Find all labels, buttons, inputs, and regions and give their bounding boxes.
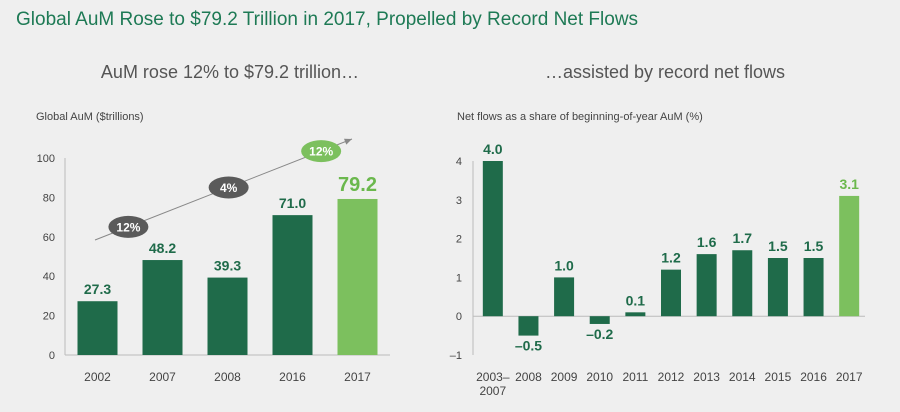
right-x-tick-label: 2008 bbox=[515, 370, 542, 384]
cagr-bubble-label: 12% bbox=[309, 145, 333, 159]
right-bar bbox=[554, 277, 575, 317]
right-bar-value-label: –0.2 bbox=[586, 326, 613, 342]
right-bar bbox=[732, 250, 753, 317]
left-bar-value-label: 79.2 bbox=[338, 174, 377, 196]
right-bar-value-label: 3.1 bbox=[839, 176, 859, 192]
right-chart: –1 0 1 2 3 4 4.0 2003–2007 –0.5 2008 1.0 2009 –0.2 20… bbox=[450, 141, 865, 398]
growth-trend-arrowhead bbox=[344, 138, 352, 145]
right-bar-value-label: 1.2 bbox=[661, 250, 681, 266]
left-y-tick-label: 0 bbox=[49, 350, 55, 362]
right-bar bbox=[661, 269, 681, 317]
cagr-bubble-label: 4% bbox=[220, 181, 238, 195]
cagr-bubble bbox=[301, 140, 342, 163]
right-bar bbox=[839, 195, 860, 317]
cagr-bubble bbox=[108, 215, 149, 238]
right-bar-value-label: 1.5 bbox=[804, 238, 824, 254]
left-bar bbox=[337, 198, 378, 355]
left-y-tick-label: 60 bbox=[43, 232, 55, 244]
left-x-tick-label: 2017 bbox=[344, 370, 371, 384]
right-x-tick-label: 2014 bbox=[729, 370, 756, 384]
right-x-tick-label: 2017 bbox=[836, 370, 863, 384]
left-bar bbox=[77, 301, 118, 355]
right-bar-value-label: 1.6 bbox=[697, 234, 717, 250]
right-bar-value-label: 0.1 bbox=[626, 292, 646, 308]
left-bar-value-label: 48.2 bbox=[149, 240, 176, 256]
right-bar-value-label: 1.7 bbox=[733, 230, 753, 246]
left-bar-value-label: 39.3 bbox=[214, 258, 241, 274]
right-y-tick-label: 2 bbox=[456, 234, 462, 246]
right-chart-subtitle: …assisted by record net flows bbox=[544, 62, 786, 82]
right-bar-value-label: 1.0 bbox=[554, 257, 574, 273]
right-bar-value-label: –0.5 bbox=[515, 338, 542, 354]
page-title: Global AuM Rose to $79.2 Trillion in 201… bbox=[16, 9, 639, 30]
right-x-tick-label: 2007 bbox=[479, 384, 506, 398]
right-x-tick-label: 2003– bbox=[476, 370, 510, 384]
right-bar bbox=[518, 316, 539, 336]
left-bar-value-label: 27.3 bbox=[84, 281, 111, 297]
left-y-tick-label: 80 bbox=[43, 192, 55, 204]
left-y-axis-label: Global AuM ($trillions) bbox=[36, 111, 144, 123]
right-y-tick-label: –1 bbox=[450, 350, 462, 362]
right-x-tick-label: 2012 bbox=[658, 370, 685, 384]
right-bar bbox=[589, 316, 610, 324]
right-bar-value-label: 1.5 bbox=[768, 238, 788, 254]
left-bar-value-label: 71.0 bbox=[279, 195, 306, 211]
left-y-tick-label: 100 bbox=[37, 153, 55, 165]
right-bar bbox=[625, 312, 646, 317]
right-x-tick-label: 2015 bbox=[765, 370, 792, 384]
right-x-tick-label: 2011 bbox=[622, 370, 648, 384]
left-bar bbox=[272, 215, 313, 355]
right-bar-value-label: 4.0 bbox=[483, 141, 503, 157]
left-x-tick-label: 2008 bbox=[214, 370, 241, 384]
left-bar bbox=[207, 277, 248, 355]
right-bar bbox=[482, 161, 503, 317]
right-y-tick-label: 4 bbox=[456, 156, 462, 168]
right-y-tick-label: 0 bbox=[456, 311, 462, 323]
right-bar bbox=[696, 254, 717, 317]
left-bar bbox=[142, 260, 183, 355]
left-chart-subtitle: AuM rose 12% to $79.2 trillion… bbox=[100, 62, 360, 82]
right-x-tick-label: 2010 bbox=[586, 370, 613, 384]
right-y-axis-label: Net flows as a share of beginning-of-yea… bbox=[457, 111, 703, 123]
right-x-tick-label: 2009 bbox=[551, 370, 578, 384]
right-y-tick-label: 3 bbox=[456, 195, 462, 207]
left-x-tick-label: 2016 bbox=[279, 370, 306, 384]
right-bar bbox=[767, 258, 788, 317]
left-y-tick-label: 40 bbox=[43, 271, 55, 283]
left-x-tick-label: 2007 bbox=[149, 370, 176, 384]
cagr-bubble bbox=[208, 176, 249, 199]
right-x-tick-label: 2016 bbox=[800, 370, 827, 384]
left-chart: 0 20 40 60 80 100 27.3 2002 48.2 2007 39.3 2008 71.0… bbox=[37, 138, 390, 384]
left-y-tick-label: 20 bbox=[43, 311, 55, 323]
right-y-tick-label: 1 bbox=[456, 272, 462, 284]
right-bar bbox=[803, 258, 824, 317]
cagr-bubble-label: 12% bbox=[116, 220, 140, 234]
left-x-tick-label: 2002 bbox=[84, 370, 111, 384]
right-x-tick-label: 2013 bbox=[693, 370, 720, 384]
